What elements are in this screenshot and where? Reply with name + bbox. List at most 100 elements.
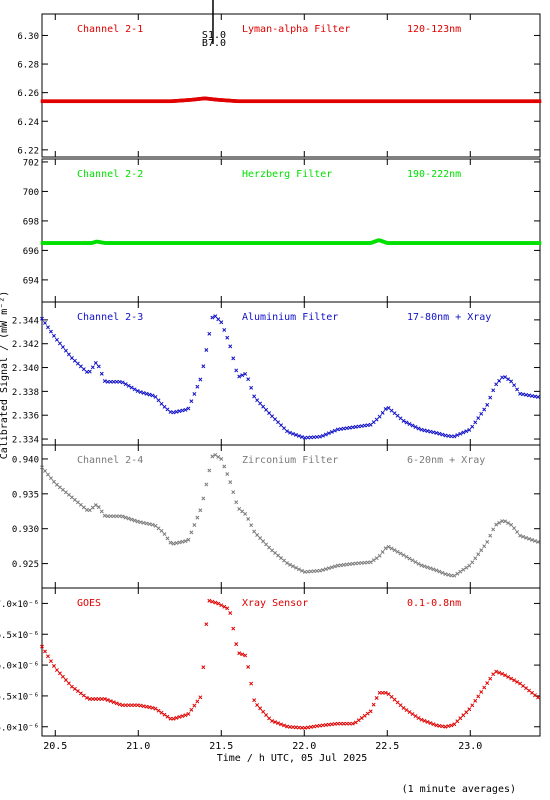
data-point xyxy=(153,394,158,399)
data-point xyxy=(180,539,185,544)
data-point xyxy=(410,712,415,716)
data-point xyxy=(536,540,540,544)
data-point xyxy=(156,708,161,713)
data-point xyxy=(461,430,466,435)
data-point xyxy=(538,99,542,104)
data-point xyxy=(326,566,331,571)
data-point xyxy=(117,514,122,519)
data-series xyxy=(40,238,542,245)
data-point xyxy=(156,398,161,403)
panel-filter-label: Xray Sensor xyxy=(242,598,308,609)
data-point xyxy=(63,490,68,495)
data-point xyxy=(51,333,56,338)
data-point xyxy=(353,424,358,429)
data-point xyxy=(195,515,200,520)
data-point xyxy=(443,433,448,438)
data-point xyxy=(141,520,146,525)
data-point xyxy=(431,722,436,727)
data-point xyxy=(120,514,125,519)
data-point xyxy=(87,508,92,513)
data-point xyxy=(132,518,137,523)
x-axis-tick-labels: 20.5 21.0 21.5 22.0 22.5 23.0 xyxy=(43,741,482,752)
data-point xyxy=(177,715,182,719)
data-point xyxy=(533,538,537,543)
y-tick-label: 702 xyxy=(23,158,39,168)
data-point xyxy=(425,719,430,724)
data-point xyxy=(422,564,427,569)
data-point xyxy=(270,414,275,419)
data-point xyxy=(198,377,203,382)
data-point xyxy=(108,699,113,704)
data-point xyxy=(111,514,116,519)
x-tick-label: 22.0 xyxy=(292,741,316,752)
data-point xyxy=(108,514,113,519)
data-point xyxy=(305,569,310,574)
data-point xyxy=(132,703,137,708)
data-point xyxy=(527,536,531,541)
y-tick-label: 2.344 xyxy=(12,316,39,326)
data-point xyxy=(443,724,448,729)
data-point xyxy=(111,700,116,705)
data-point xyxy=(311,569,316,574)
data-point xyxy=(431,430,436,435)
data-point xyxy=(246,664,251,669)
data-point xyxy=(329,565,334,570)
data-point xyxy=(305,725,310,730)
data-point xyxy=(308,435,313,440)
data-point xyxy=(518,533,523,538)
data-point xyxy=(135,389,140,393)
data-point xyxy=(201,364,206,369)
data-point xyxy=(246,516,251,521)
data-point xyxy=(302,725,307,730)
data-point xyxy=(392,548,397,553)
data-point xyxy=(144,391,149,396)
panel-filter-label: Aluminium Filter xyxy=(242,312,338,323)
data-point xyxy=(177,409,182,414)
data-point xyxy=(243,653,248,658)
data-point xyxy=(258,706,263,711)
data-point xyxy=(494,522,499,527)
data-point xyxy=(207,468,212,473)
data-point xyxy=(392,411,397,416)
data-point xyxy=(317,434,322,439)
x-axis-label: Time / h UTC, 05 Jul 2025 xyxy=(217,753,368,764)
data-point xyxy=(51,664,56,668)
data-point xyxy=(204,622,209,627)
data-point xyxy=(503,673,508,678)
data-point xyxy=(225,335,230,340)
data-point xyxy=(123,703,128,708)
data-point xyxy=(96,364,101,369)
data-point xyxy=(416,716,421,720)
data-point xyxy=(102,379,107,383)
data-point xyxy=(314,724,319,729)
data-point xyxy=(183,713,188,718)
data-point xyxy=(300,725,304,730)
data-point xyxy=(234,642,239,647)
data-point xyxy=(186,537,191,542)
data-point xyxy=(222,604,227,609)
data-point xyxy=(356,424,361,429)
data-point xyxy=(291,431,295,436)
data-point xyxy=(219,320,224,325)
data-point xyxy=(335,427,340,432)
data-point xyxy=(66,681,71,686)
footnote: (1 minute averages) xyxy=(402,784,516,795)
data-point xyxy=(213,314,218,319)
panel-channel-label: Channel 2-3 xyxy=(77,312,143,323)
data-point xyxy=(96,697,101,701)
data-point xyxy=(291,725,295,730)
data-point xyxy=(326,722,331,727)
data-point xyxy=(213,600,218,605)
data-point xyxy=(341,562,346,567)
data-point xyxy=(201,665,206,670)
y-tick-label: 6.22 xyxy=(17,146,39,156)
data-point xyxy=(527,393,531,398)
data-point xyxy=(153,523,158,528)
y-tick-label: 2.334 xyxy=(12,436,39,446)
data-point xyxy=(120,380,125,385)
data-point xyxy=(144,521,149,526)
data-point xyxy=(276,553,281,558)
data-point xyxy=(66,352,71,357)
data-point xyxy=(503,375,508,380)
data-point xyxy=(78,502,83,507)
